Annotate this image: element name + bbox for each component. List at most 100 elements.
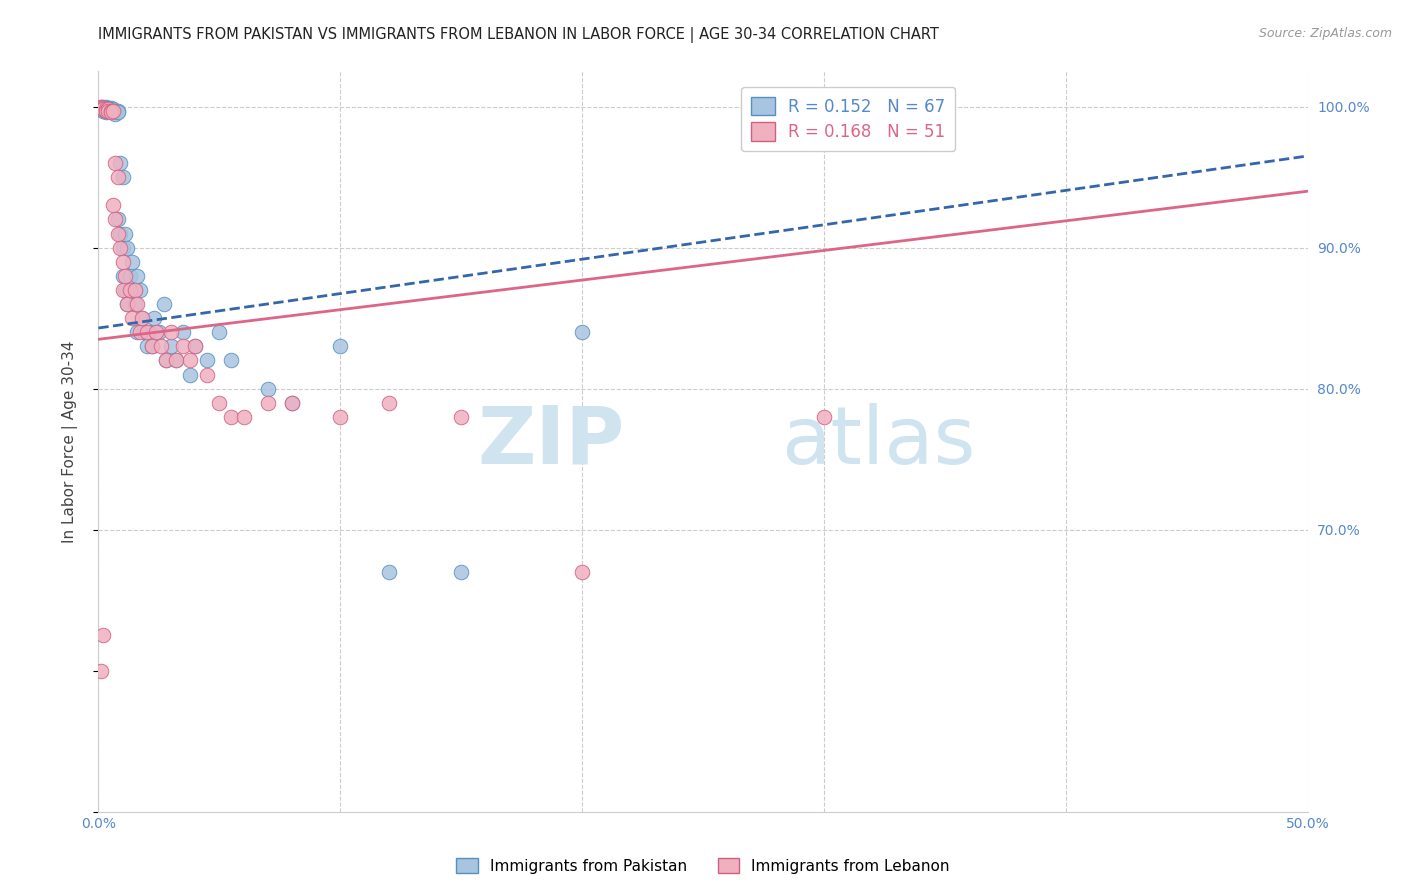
Legend: Immigrants from Pakistan, Immigrants from Lebanon: Immigrants from Pakistan, Immigrants fro… [450,852,956,880]
Point [91,628,114,642]
Legend: R = 0.152   N = 67, R = 0.168   N = 51: R = 0.152 N = 67, R = 0.168 N = 51 [741,87,955,151]
Point [148,325,170,339]
Point [104,106,127,120]
Point [135,339,157,353]
Point [100,101,122,115]
Point [131,311,153,326]
Point [94,100,117,114]
Point [104,103,127,118]
Point [90,100,112,114]
Point [281,396,304,410]
Point [111,241,134,255]
Point [91,103,114,117]
Point [94,101,117,115]
Point [111,268,134,283]
Point [91,101,114,115]
Point [97,103,120,118]
Point [91,103,114,118]
Point [101,105,124,120]
Point [100,103,122,118]
Point [121,254,143,268]
Point [107,105,129,120]
Point [281,396,304,410]
Point [90,664,112,678]
Point [160,325,183,339]
Point [124,283,146,297]
Point [117,241,139,255]
Point [101,198,124,212]
Point [256,382,278,396]
Point [107,170,129,185]
Point [127,297,149,311]
Point [108,156,131,170]
Point [94,103,117,118]
Point [184,339,207,353]
Point [172,339,194,353]
Point [256,396,278,410]
Point [90,101,112,115]
Point [152,297,174,311]
Point [195,353,218,368]
Point [104,156,127,170]
Point [571,565,593,579]
Text: atlas: atlas [782,402,976,481]
Point [97,103,120,118]
Point [124,297,146,311]
Point [100,105,122,120]
Point [208,396,231,410]
Point [329,339,352,353]
Point [329,409,352,424]
Point [377,565,399,579]
Point [104,212,127,227]
Point [114,268,136,283]
Point [108,241,131,255]
Y-axis label: In Labor Force | Age 30-34: In Labor Force | Age 30-34 [62,340,77,543]
Point [114,283,136,297]
Point [141,339,163,353]
Point [101,103,124,117]
Point [118,283,141,297]
Point [145,325,167,339]
Point [813,409,835,424]
Text: ZIP: ZIP [477,402,624,481]
Point [160,339,183,353]
Point [107,227,129,241]
Point [179,368,201,382]
Point [90,100,112,114]
Point [100,103,122,118]
Point [94,103,117,118]
Point [108,227,131,241]
Point [91,100,114,114]
Point [134,325,156,339]
Point [94,103,117,117]
Point [934,100,956,114]
Point [208,325,231,339]
Point [97,103,120,117]
Point [117,297,139,311]
Point [90,103,112,117]
Point [143,311,166,326]
Point [124,283,146,297]
Point [117,297,139,311]
Point [138,325,160,339]
Point [94,103,117,117]
Point [232,409,254,424]
Point [128,283,150,297]
Point [221,353,243,368]
Text: Source: ZipAtlas.com: Source: ZipAtlas.com [1258,27,1392,40]
Point [94,105,117,120]
Point [101,103,124,118]
Point [90,101,112,115]
Point [104,105,127,120]
Point [141,339,163,353]
Point [114,227,136,241]
Point [111,283,134,297]
Point [100,103,122,117]
Point [97,101,120,115]
Point [127,268,149,283]
Point [135,325,157,339]
Point [97,103,120,117]
Point [450,409,472,424]
Point [128,325,150,339]
Point [150,339,173,353]
